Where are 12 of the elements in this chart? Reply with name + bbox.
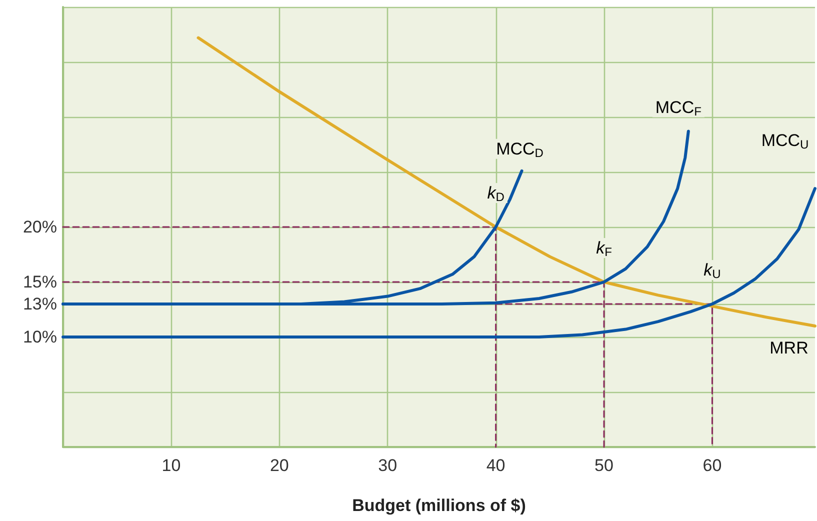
x-axis-title: Budget (millions of $) [352, 496, 526, 515]
y-tick-label: 10% [22, 328, 57, 346]
y-tick-label: 20% [22, 218, 57, 236]
x-tick-label: 20 [270, 456, 289, 475]
x-tick-label: 60 [702, 456, 722, 475]
x-tick-label: 10 [162, 456, 181, 475]
x-tick-label: 50 [594, 456, 614, 475]
x-tick-label: 30 [378, 456, 398, 475]
series-label: MRR [770, 338, 808, 358]
y-tick-label: 13% [22, 294, 57, 314]
x-tick-label: 40 [486, 456, 506, 475]
y-tick-label: 15% [22, 272, 57, 292]
